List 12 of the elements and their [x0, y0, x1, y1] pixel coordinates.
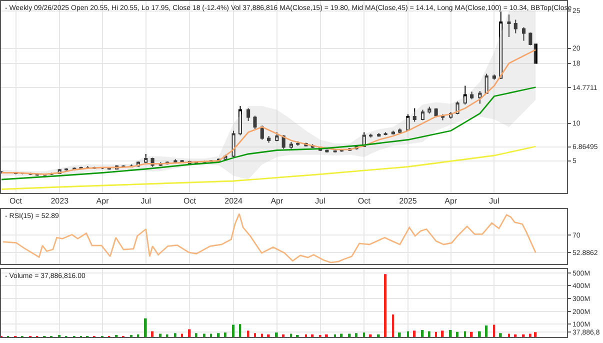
- x-tick-label: Oct: [358, 196, 372, 206]
- x-tick-label: Jul: [489, 196, 500, 206]
- x-tick-label: Jul: [315, 196, 326, 206]
- x-tick-label: Apr: [270, 196, 284, 206]
- x-tick-label: Oct: [10, 196, 23, 206]
- x-tick-label: Apr: [444, 196, 458, 206]
- x-tick-label: 2023: [50, 196, 70, 206]
- x-tick-label: Apr: [96, 196, 110, 206]
- x-tick-label: 2025: [399, 196, 418, 206]
- x-tick-label: Oct: [183, 196, 197, 206]
- x-tick-label: Jul: [140, 196, 152, 206]
- x-tick-label: 2024: [224, 196, 243, 206]
